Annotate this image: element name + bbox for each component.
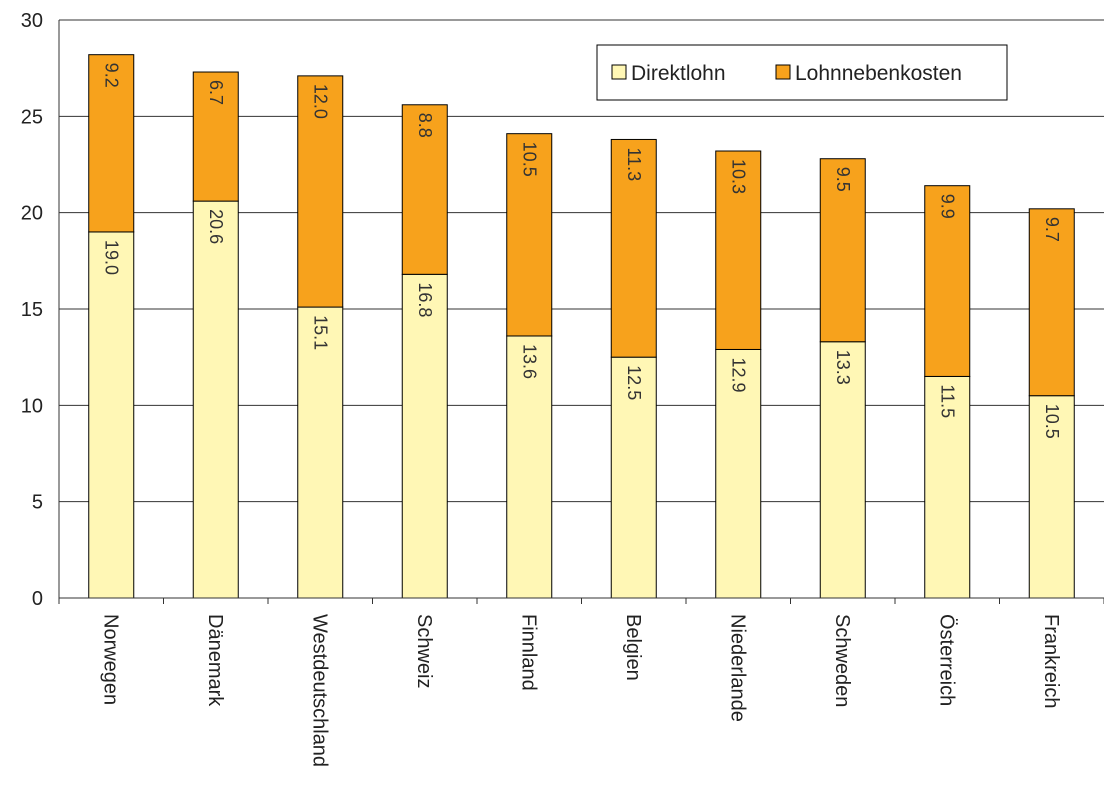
- data-label-direktlohn-2: 20.6: [206, 209, 226, 244]
- x-category-label: Belgien: [622, 614, 644, 681]
- legend-swatch-lohnnebenkosten: [775, 64, 791, 80]
- bar-lohnnebenkosten-3: [297, 75, 344, 308]
- bar-direktlohn-9: [924, 375, 971, 599]
- legend: Direktlohn Lohnnebenkosten: [596, 44, 1008, 101]
- data-label-direktlohn-4: 16.8: [415, 282, 435, 317]
- bar-lohnnebenkosten-8: [819, 158, 866, 343]
- y-tick-label: 5: [32, 492, 43, 514]
- x-category-label: Finnland: [517, 614, 539, 691]
- legend-box: [596, 44, 1008, 101]
- data-label-lohnnebenkosten-1: 9.2: [101, 63, 121, 88]
- bar-direktlohn-3: [297, 306, 344, 599]
- data-label-lohnnebenkosten-3: 12.0: [310, 84, 330, 119]
- x-category-label: Österreich: [935, 614, 957, 706]
- data-label-lohnnebenkosten-7: 10.3: [728, 159, 748, 194]
- legend-label-lohnnebenkosten: Lohnnebenkosten: [795, 62, 962, 85]
- data-label-direktlohn-7: 12.9: [728, 357, 748, 392]
- bar-direktlohn-5: [506, 335, 553, 599]
- x-category-label: Schweden: [831, 614, 853, 707]
- bar-lohnnebenkosten-10: [1028, 208, 1075, 397]
- y-tick-label: 15: [21, 299, 43, 321]
- data-label-direktlohn-9: 11.5: [937, 384, 957, 418]
- data-label-lohnnebenkosten-2: 6.7: [206, 80, 226, 105]
- x-category-label: Schweiz: [413, 614, 435, 688]
- bar-lohnnebenkosten-9: [924, 185, 971, 377]
- bar-direktlohn-6: [610, 356, 657, 599]
- bar-lohnnebenkosten-6: [610, 138, 657, 358]
- bar-lohnnebenkosten-1: [88, 54, 135, 233]
- bar-direktlohn-4: [401, 273, 448, 599]
- data-label-direktlohn-5: 13.6: [519, 344, 539, 379]
- bar-lohnnebenkosten-2: [192, 71, 239, 202]
- y-tick-label: 20: [21, 203, 43, 225]
- data-label-direktlohn-3: 15.1: [310, 315, 330, 350]
- bar-direktlohn-8: [819, 341, 866, 599]
- y-tick-label: 10: [21, 395, 43, 417]
- bar-lohnnebenkosten-5: [506, 133, 553, 337]
- y-tick-label: 0: [32, 588, 43, 610]
- legend-swatch-direktlohn: [611, 64, 627, 80]
- y-tick-label: 30: [21, 10, 43, 32]
- bar-direktlohn-2: [192, 200, 239, 599]
- data-label-lohnnebenkosten-5: 10.5: [519, 142, 539, 177]
- bar-direktlohn-1: [88, 231, 135, 599]
- data-labels: 19.0 9.2 20.6 6.7 15.1 12.0 16.8 8.8 13.6 10.5 12.…: [101, 63, 1062, 439]
- data-label-lohnnebenkosten-10: 9.7: [1042, 217, 1062, 242]
- bars: [88, 54, 1075, 599]
- x-category-label: Niederlande: [726, 614, 748, 722]
- y-tick-label: 25: [21, 106, 43, 128]
- legend-label-direktlohn: Direktlohn: [631, 62, 726, 85]
- data-label-lohnnebenkosten-4: 8.8: [415, 113, 435, 138]
- bar-lohnnebenkosten-4: [401, 104, 448, 275]
- data-label-direktlohn-8: 13.3: [833, 350, 853, 385]
- data-label-direktlohn-6: 12.5: [624, 365, 644, 400]
- bar-lohnnebenkosten-7: [715, 150, 762, 350]
- x-category-label: Frankreich: [1040, 614, 1062, 708]
- x-category-label: Dänemark: [204, 614, 226, 707]
- x-category-label: Norwegen: [99, 614, 121, 705]
- data-label-direktlohn-10: 10.5: [1042, 404, 1062, 439]
- data-label-lohnnebenkosten-9: 9.9: [937, 194, 957, 219]
- x-category-label: Westdeutschland: [308, 614, 330, 767]
- bar-direktlohn-10: [1028, 395, 1075, 599]
- axes: 0 5 10 15 20 25 30 Norwegen Dänemark Westdeutschl…: [21, 10, 1104, 767]
- data-label-lohnnebenkosten-6: 11.3: [624, 147, 644, 181]
- data-label-lohnnebenkosten-8: 9.5: [833, 167, 853, 192]
- data-label-direktlohn-1: 19.0: [101, 240, 121, 275]
